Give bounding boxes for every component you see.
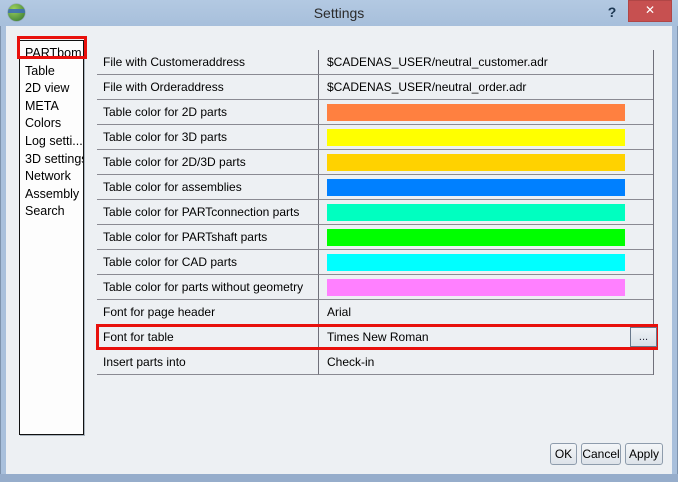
color-swatch-3d-parts[interactable] xyxy=(327,129,625,146)
row-label: Table color for assemblies xyxy=(97,175,319,200)
row-value[interactable]: Arial xyxy=(319,300,653,325)
row-label: Insert parts into xyxy=(97,350,319,375)
row-label: File with Orderaddress xyxy=(97,75,319,100)
row-value[interactable]: Check-in xyxy=(319,350,653,375)
row-font-table: Font for table Times New Roman xyxy=(97,325,653,350)
sidebar-item-3d-settings[interactable]: 3D settings xyxy=(25,151,83,166)
sidebar-item-assembly[interactable]: Assembly xyxy=(25,186,80,201)
sidebar-item-2d-view[interactable]: 2D view xyxy=(25,81,70,96)
help-button[interactable]: ? xyxy=(607,4,617,20)
row-label: Font for table xyxy=(97,325,319,350)
ok-button[interactable]: OK xyxy=(550,443,577,465)
sidebar-item-colors[interactable]: Colors xyxy=(25,116,62,131)
row-label: Table color for PARTshaft parts xyxy=(97,225,319,250)
settings-table: File with Customeraddress $CADENAS_USER/… xyxy=(97,50,654,375)
sidebar: PARTbom Table 2D view META Colors Log se… xyxy=(19,40,84,435)
dialog-bottom-border xyxy=(0,474,678,482)
row-color-assemblies: Table color for assemblies xyxy=(97,175,653,200)
row-value xyxy=(319,275,653,300)
apply-button[interactable]: Apply xyxy=(625,443,663,465)
sidebar-item-partbom[interactable]: PARTbom xyxy=(25,46,82,60)
app-globe-icon xyxy=(8,4,25,21)
titlebar[interactable]: Settings ? ✕ xyxy=(0,0,678,26)
row-label: Table color for 2D/3D parts xyxy=(97,150,319,175)
row-label: Font for page header xyxy=(97,300,319,325)
row-color-without-geometry: Table color for parts without geometry xyxy=(97,275,653,300)
row-value xyxy=(319,175,653,200)
sidebar-item-search[interactable]: Search xyxy=(25,204,65,219)
row-label: File with Customeraddress xyxy=(97,50,319,75)
font-table-browse-button[interactable]: ... xyxy=(630,327,657,347)
row-file-with-orderaddress: File with Orderaddress $CADENAS_USER/neu… xyxy=(97,75,653,100)
color-swatch-2d-parts[interactable] xyxy=(327,104,625,121)
dialog-body: PARTbom Table 2D view META Colors Log se… xyxy=(6,26,672,474)
row-label: Table color for PARTconnection parts xyxy=(97,200,319,225)
color-swatch-without-geometry[interactable] xyxy=(327,279,625,296)
row-value[interactable]: $CADENAS_USER/neutral_customer.adr xyxy=(319,50,653,75)
row-label: Table color for CAD parts xyxy=(97,250,319,275)
row-label: Table color for 2D parts xyxy=(97,100,319,125)
cancel-button[interactable]: Cancel xyxy=(581,443,621,465)
row-value xyxy=(319,150,653,175)
row-color-3d-parts: Table color for 3D parts xyxy=(97,125,653,150)
row-label: Table color for 3D parts xyxy=(97,125,319,150)
row-color-2d3d-parts: Table color for 2D/3D parts xyxy=(97,150,653,175)
row-color-partconnection: Table color for PARTconnection parts xyxy=(97,200,653,225)
close-icon: ✕ xyxy=(644,3,656,17)
row-file-with-customeraddress: File with Customeraddress $CADENAS_USER/… xyxy=(97,50,653,75)
row-value xyxy=(319,200,653,225)
window-title: Settings xyxy=(313,5,365,21)
row-value[interactable]: Times New Roman xyxy=(319,325,653,350)
row-color-cad-parts: Table color for CAD parts xyxy=(97,250,653,275)
close-button[interactable]: ✕ xyxy=(628,0,672,22)
sidebar-item-network[interactable]: Network xyxy=(25,169,71,184)
row-value xyxy=(319,125,653,150)
row-value xyxy=(319,250,653,275)
color-swatch-partconnection[interactable] xyxy=(327,204,625,221)
row-color-partshaft: Table color for PARTshaft parts xyxy=(97,225,653,250)
row-label: Table color for parts without geometry xyxy=(97,275,319,300)
row-font-page-header: Font for page header Arial xyxy=(97,300,653,325)
globe-band xyxy=(8,9,25,13)
color-swatch-assemblies[interactable] xyxy=(327,179,625,196)
sidebar-item-table[interactable]: Table xyxy=(25,63,55,78)
row-color-2d-parts: Table color for 2D parts xyxy=(97,100,653,125)
color-swatch-cad-parts[interactable] xyxy=(327,254,625,271)
row-value xyxy=(319,100,653,125)
sidebar-item-meta[interactable]: META xyxy=(25,98,59,113)
color-swatch-partshaft[interactable] xyxy=(327,229,625,246)
row-value[interactable]: $CADENAS_USER/neutral_order.adr xyxy=(319,75,653,100)
row-insert-parts-into: Insert parts into Check-in xyxy=(97,350,653,375)
row-value xyxy=(319,225,653,250)
color-swatch-2d3d-parts[interactable] xyxy=(327,154,625,171)
sidebar-item-log-settings[interactable]: Log setti... xyxy=(25,133,83,148)
